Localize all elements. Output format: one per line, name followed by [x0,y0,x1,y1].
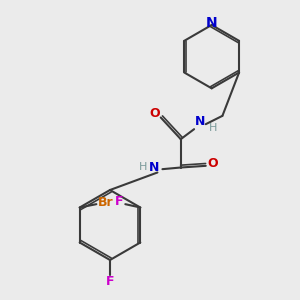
Text: N: N [195,115,205,128]
Text: O: O [208,157,218,170]
Text: O: O [149,107,160,120]
Text: H: H [139,161,147,172]
Text: F: F [114,195,123,208]
Text: Br: Br [98,196,113,209]
Text: N: N [206,16,218,30]
Text: H: H [209,123,217,133]
Text: N: N [149,161,159,174]
Text: F: F [106,275,114,288]
